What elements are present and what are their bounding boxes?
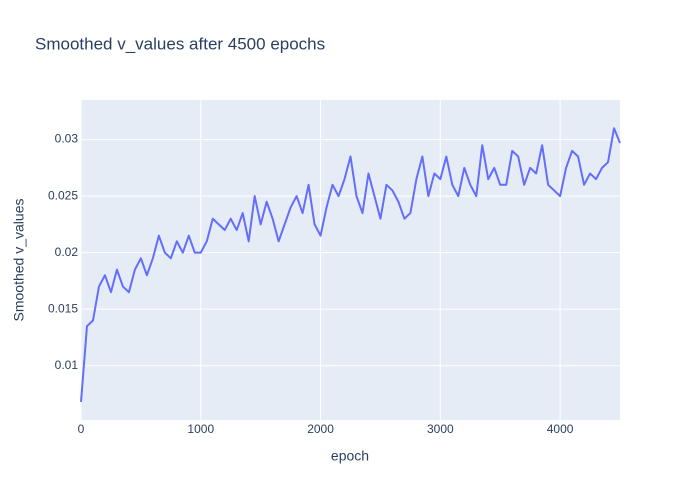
line [80,127,621,402]
x-tick-label: 0 [78,422,85,436]
x-tick-label: 3000 [427,422,454,436]
plot-area [81,100,620,420]
x-tick-label: 1000 [187,422,214,436]
y-tick-label: 0.03 [55,132,79,146]
y-axis-title: Smoothed v_values [11,199,27,322]
y-tick-label: 0.015 [48,301,78,315]
x-tick-label: 2000 [307,422,334,436]
x-tick-label: 4000 [547,422,574,436]
y-tick-label: 0.01 [55,358,79,372]
y-tick-label: 0.02 [55,245,79,259]
y-tick-label: 0.025 [48,188,78,202]
x-axis-title: epoch [331,448,369,464]
chart-title: Smoothed v_values after 4500 epochs [35,34,325,53]
